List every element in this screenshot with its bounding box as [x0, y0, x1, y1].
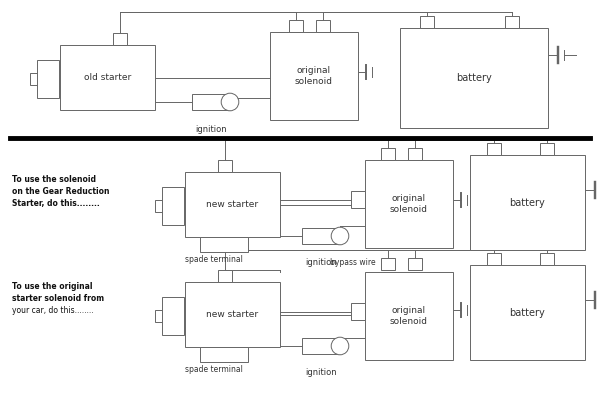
Bar: [408, 258, 422, 270]
Text: bypass wire: bypass wire: [330, 258, 376, 267]
Circle shape: [331, 337, 349, 355]
Bar: [400, 28, 548, 128]
Bar: [302, 228, 340, 244]
Bar: [185, 282, 280, 347]
Text: battery: battery: [456, 73, 492, 83]
Text: ignition: ignition: [195, 125, 227, 134]
Text: ignition: ignition: [305, 258, 337, 267]
Bar: [540, 143, 554, 155]
Bar: [470, 155, 585, 250]
Bar: [30, 73, 38, 85]
Bar: [192, 94, 230, 110]
Bar: [162, 187, 184, 225]
Bar: [365, 160, 453, 248]
Text: original
solenoid: original solenoid: [390, 194, 428, 214]
Bar: [60, 45, 155, 110]
Bar: [218, 160, 232, 172]
Bar: [381, 258, 395, 270]
Text: original
solenoid: original solenoid: [390, 306, 428, 326]
Text: Starter, do this........: Starter, do this........: [12, 199, 100, 208]
Bar: [505, 16, 519, 28]
Bar: [540, 253, 554, 265]
Text: ignition: ignition: [305, 368, 337, 377]
Bar: [381, 148, 395, 160]
Bar: [302, 338, 340, 354]
Bar: [351, 303, 365, 320]
Bar: [470, 265, 585, 360]
Bar: [487, 253, 501, 265]
Text: new starter: new starter: [206, 200, 259, 209]
Text: battery: battery: [509, 197, 545, 208]
Bar: [487, 143, 501, 155]
Text: original
solenoid: original solenoid: [295, 66, 333, 86]
Text: your car, do this........: your car, do this........: [12, 306, 94, 315]
Bar: [155, 310, 163, 322]
Text: battery: battery: [509, 307, 545, 318]
Text: on the Gear Reduction: on the Gear Reduction: [12, 187, 110, 196]
Bar: [155, 200, 163, 212]
Bar: [270, 32, 358, 120]
Text: To use the original: To use the original: [12, 282, 92, 291]
Bar: [408, 148, 422, 160]
Bar: [200, 347, 248, 362]
Bar: [316, 20, 330, 32]
Text: old starter: old starter: [84, 73, 131, 82]
Text: new starter: new starter: [206, 310, 259, 319]
Bar: [37, 60, 59, 98]
Text: starter solenoid from: starter solenoid from: [12, 294, 104, 303]
Bar: [351, 191, 365, 208]
Text: spade terminal: spade terminal: [185, 255, 243, 264]
Bar: [185, 172, 280, 237]
Circle shape: [331, 227, 349, 245]
Text: spade terminal: spade terminal: [185, 365, 243, 374]
Bar: [420, 16, 434, 28]
Bar: [200, 237, 248, 252]
Bar: [113, 33, 127, 45]
Bar: [218, 270, 232, 282]
Text: To use the solenoid: To use the solenoid: [12, 175, 96, 184]
Bar: [162, 297, 184, 335]
Bar: [365, 272, 453, 360]
Bar: [289, 20, 303, 32]
Circle shape: [221, 93, 239, 111]
